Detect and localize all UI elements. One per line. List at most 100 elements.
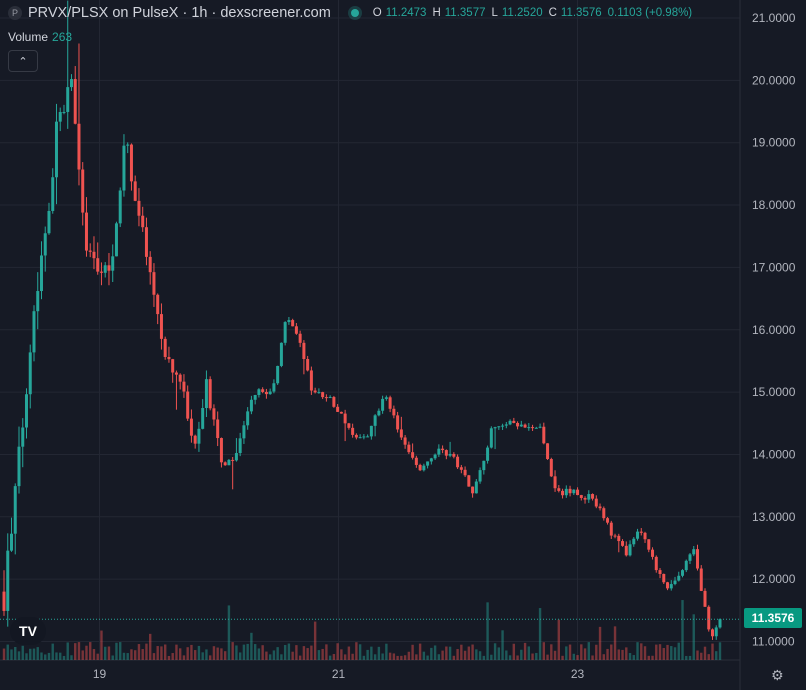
candle-body	[639, 531, 643, 533]
candle-body	[84, 212, 88, 251]
volume-bar	[640, 643, 643, 660]
volume-bar	[340, 649, 343, 660]
volume-bar	[148, 633, 152, 660]
candle-body	[456, 456, 460, 468]
volume-bar	[55, 652, 58, 660]
volume-bar	[381, 653, 384, 660]
candle-body	[276, 365, 280, 384]
candle-body	[347, 423, 351, 428]
volume-bar	[92, 649, 96, 660]
volume-bar	[497, 647, 501, 660]
volume-bar	[175, 644, 178, 660]
candle-body	[73, 79, 77, 124]
x-tick-label: 23	[571, 667, 585, 681]
volume-bar	[182, 655, 186, 660]
volume-bar	[658, 644, 662, 660]
volume-bar	[238, 652, 242, 660]
volume-bar	[96, 653, 99, 660]
x-tick-label: 21	[332, 667, 346, 681]
candle-body	[144, 227, 148, 257]
candle-body	[242, 425, 246, 439]
gear-icon[interactable]: ⚙	[771, 667, 784, 683]
volume-bar	[313, 621, 317, 660]
candle-body	[264, 391, 268, 395]
volume-bar	[347, 646, 351, 660]
volume-bar	[598, 626, 602, 660]
candle-body	[647, 539, 651, 550]
volume-bar	[456, 649, 459, 660]
tradingview-logo[interactable]: TV	[10, 617, 46, 645]
volume-bar	[325, 644, 328, 660]
volume-bar	[291, 651, 294, 660]
candle-body	[411, 452, 415, 458]
y-tick-label: 12.0000	[752, 572, 796, 586]
volume-bar	[703, 646, 707, 660]
candle-body	[148, 256, 152, 273]
ohlc-readout: O 11.2473 H 11.3577 L 11.2520 C 11.3576 0.11…	[372, 7, 693, 19]
candle-body	[448, 453, 452, 456]
volume-bar	[122, 652, 126, 660]
volume-bar	[268, 654, 272, 660]
candle-body	[24, 394, 28, 428]
candle-body	[621, 541, 625, 546]
candle-body	[212, 408, 216, 420]
volume-value: 263	[52, 30, 73, 44]
volume-bar	[490, 654, 493, 660]
candle-body	[613, 535, 617, 537]
volume-bar	[557, 619, 561, 660]
y-tick-label: 11.0000	[752, 635, 795, 649]
volume-bar	[385, 643, 388, 660]
candle-body	[568, 488, 572, 494]
candle-body	[418, 464, 422, 471]
candle-body	[283, 322, 287, 343]
candle-body	[696, 549, 700, 569]
volume-bar	[351, 653, 354, 660]
volume-bar	[467, 646, 471, 660]
candle-body	[426, 461, 430, 466]
volume-bar	[452, 655, 456, 660]
volume-bar	[130, 649, 133, 660]
last-price-tag: 11.3576	[744, 608, 802, 628]
chevron-up-icon: ⌃	[18, 55, 28, 68]
candle-body	[482, 460, 486, 471]
volume-bar	[152, 653, 156, 660]
volume-bar	[516, 655, 519, 660]
volume-bar	[310, 645, 313, 660]
collapse-legend-button[interactable]: ⌃	[8, 50, 38, 72]
y-tick-label: 16.0000	[752, 323, 796, 337]
candle-body	[677, 575, 681, 581]
volume-bar	[482, 655, 486, 660]
volume-bar	[104, 646, 107, 660]
volume-bar	[160, 646, 163, 660]
volume-bar	[40, 652, 43, 660]
candle-body	[223, 462, 227, 466]
volume-bar	[426, 655, 429, 660]
candle-body	[377, 410, 381, 416]
y-tick-label: 17.0000	[752, 260, 796, 274]
candle-body	[399, 429, 403, 438]
volume-bar	[538, 608, 542, 660]
volume-bar	[718, 642, 722, 660]
volume-bar	[70, 655, 73, 660]
candle-body	[193, 435, 197, 444]
volume-bar	[542, 642, 546, 660]
volume-bar	[692, 614, 695, 660]
candle-body	[321, 392, 325, 398]
candle-body	[171, 359, 175, 373]
candle-body	[609, 522, 613, 536]
candle-body	[516, 422, 520, 427]
volume-bar	[59, 652, 62, 660]
volume-bar	[478, 651, 482, 660]
candle-body	[624, 545, 628, 556]
candle-body	[291, 320, 295, 327]
candle-body	[658, 570, 662, 574]
candle-body	[591, 494, 595, 499]
volume-label: Volume	[8, 30, 49, 44]
candle-body	[572, 489, 576, 494]
volume-bar	[220, 648, 223, 660]
candle-body	[167, 356, 171, 360]
volume-bar	[546, 654, 549, 660]
volume-bar	[625, 647, 628, 660]
volume-bar	[10, 649, 13, 660]
